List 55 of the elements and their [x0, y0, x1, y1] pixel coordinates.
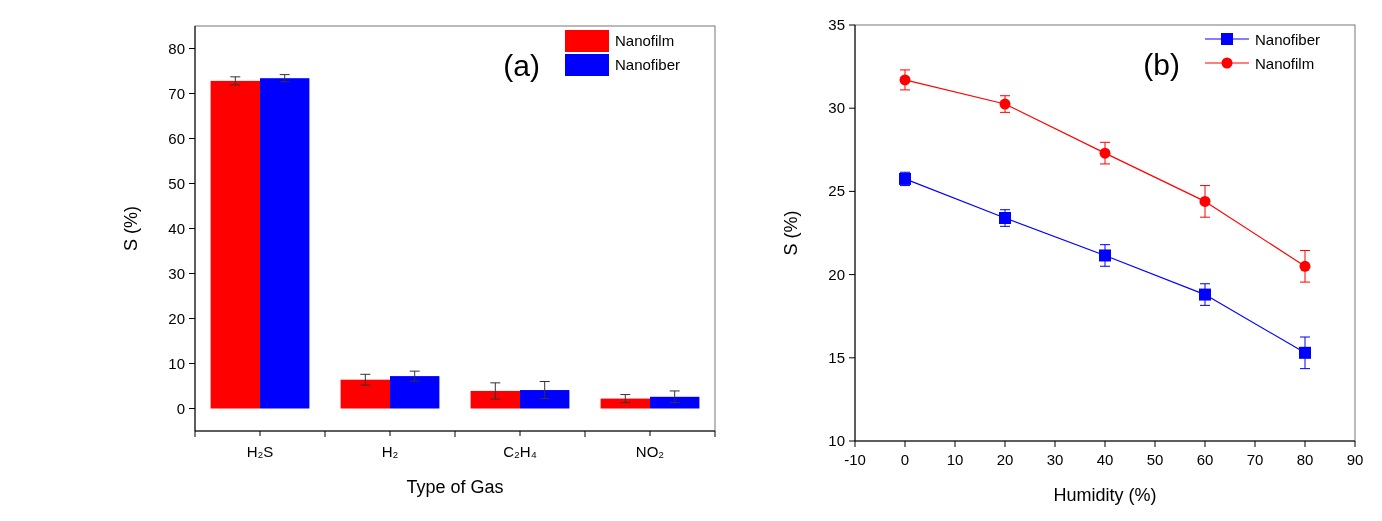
y-tick-label: 25 — [828, 182, 845, 200]
x-tick-label: 20 — [996, 451, 1014, 468]
bar — [340, 379, 390, 409]
y-axis-title: S (%) — [781, 210, 801, 256]
x-tick-label: H₂S — [246, 443, 274, 460]
legend-label: Nanofiber — [1255, 31, 1321, 48]
point — [1199, 288, 1211, 301]
bar — [390, 376, 440, 409]
x-axis-title: Type of Gas — [406, 477, 504, 497]
bar — [210, 80, 260, 409]
x-tick-label: 80 — [1296, 451, 1314, 468]
x-tick-label: 40 — [1096, 451, 1114, 468]
x-tick-label: -10 — [844, 451, 866, 468]
bar — [470, 390, 520, 409]
y-tick-label: 35 — [828, 16, 845, 33]
x-tick-label: 50 — [1146, 451, 1164, 468]
x-tick-label: 30 — [1046, 451, 1064, 468]
y-tick-label: 10 — [168, 354, 185, 372]
y-tick-label: 30 — [828, 99, 845, 117]
bar — [520, 390, 570, 409]
point — [899, 74, 911, 86]
x-tick-label: 10 — [946, 451, 964, 468]
y-tick-label: 40 — [168, 219, 185, 237]
y-tick-label: 60 — [168, 129, 185, 147]
y-tick-label: 0 — [176, 399, 185, 417]
y-tick-label: 30 — [168, 264, 185, 282]
y-tick-label: 20 — [168, 309, 185, 327]
x-tick-label: H₂ — [381, 443, 399, 460]
y-tick-label: 80 — [168, 39, 185, 57]
y-tick-label: 15 — [828, 348, 845, 366]
legend-label: Nanofilm — [615, 32, 675, 49]
y-axis-title: S (%) — [121, 206, 141, 251]
bar — [650, 396, 700, 409]
point — [1299, 346, 1311, 359]
point — [1299, 260, 1311, 272]
annotation: (a) — [503, 49, 540, 82]
point — [1099, 249, 1111, 262]
x-tick-label: 0 — [900, 451, 910, 468]
legend-label: Nanofilm — [1255, 55, 1315, 72]
x-tick-label: 60 — [1196, 451, 1214, 468]
y-tick-label: 20 — [828, 265, 845, 283]
x-tick-label: C₂H₄ — [503, 443, 537, 460]
y-tick-label: 10 — [828, 432, 845, 449]
bar — [600, 398, 650, 409]
annotation: (b) — [1143, 48, 1180, 81]
bar — [260, 78, 310, 409]
y-tick-label: 70 — [168, 84, 185, 102]
x-tick-label: NO₂ — [635, 443, 665, 460]
point — [1199, 195, 1211, 207]
point — [1099, 147, 1111, 159]
legend-label: Nanofiber — [615, 56, 681, 73]
x-tick-label: 90 — [1346, 451, 1364, 468]
x-tick-label: 70 — [1246, 451, 1264, 468]
x-axis-title: Humidity (%) — [1053, 485, 1157, 505]
y-tick-label: 50 — [168, 174, 185, 192]
